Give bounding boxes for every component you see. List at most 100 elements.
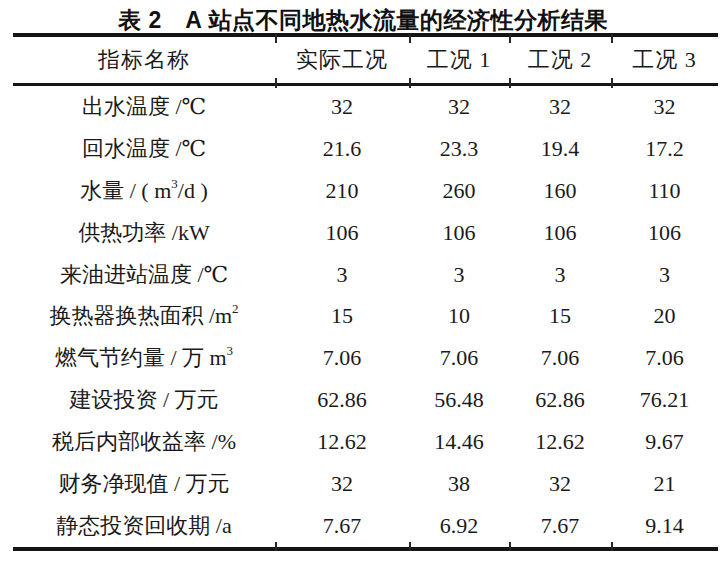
cell-case1: 260 (409, 180, 509, 202)
cell-case2: 32 (509, 96, 611, 118)
row-label-text: 供热功率 /kW (78, 222, 209, 244)
table-row: 建设投资 / 万元 62.86 56.48 62.86 76.21 (13, 379, 718, 421)
column-separator-tick (409, 78, 411, 88)
column-separator-tick (611, 78, 613, 88)
row-label: 税后内部收益率 /% (13, 431, 275, 453)
cell-actual: 12.62 (275, 431, 409, 453)
table-row: 回水温度 /℃ 21.6 23.3 19.4 17.2 (13, 128, 718, 170)
cell-actual: 21.6 (275, 138, 409, 160)
cell-case1: 23.3 (409, 138, 509, 160)
row-label: 水量 / ( m3/d ) (13, 180, 275, 202)
column-separator-tick (275, 542, 277, 551)
row-label: 燃气节约量 / 万 m3 (13, 347, 275, 369)
row-label-text: 来油进站温度 /℃ (60, 264, 228, 286)
cell-case3: 20 (611, 305, 718, 327)
table-row: 静态投资回收期 /a 7.67 6.92 7.67 9.14 (13, 505, 718, 547)
cell-case2: 19.4 (509, 138, 611, 160)
table-row: 来油进站温度 /℃ 3 3 3 3 (13, 254, 718, 296)
cell-actual: 7.06 (275, 347, 409, 369)
row-label: 回水温度 /℃ (13, 138, 275, 160)
row-label-text: 财务净现值 / 万元 (58, 473, 229, 495)
row-label-text: 换热器换热面积 /m (49, 305, 232, 327)
column-header-case1: 工况 1 (409, 49, 509, 71)
column-separator-tick (409, 34, 411, 43)
cell-case1: 3 (409, 264, 509, 286)
table-row: 供热功率 /kW 106 106 106 106 (13, 212, 718, 254)
column-header-indicator: 指标名称 (13, 49, 275, 71)
column-separator-tick (275, 34, 277, 43)
cell-case1: 6.92 (409, 515, 509, 537)
column-header-actual: 实际工况 (275, 49, 409, 71)
page: { "title": "表 2 A 站点不同地热水流量的经济性分析结果", "t… (0, 0, 726, 562)
row-label: 建设投资 / 万元 (13, 389, 275, 411)
column-separator-tick (275, 78, 277, 88)
cell-case2: 62.86 (509, 389, 611, 411)
cell-case2: 3 (509, 264, 611, 286)
cell-actual: 62.86 (275, 389, 409, 411)
column-separator-tick (509, 78, 511, 88)
cell-case1: 56.48 (409, 389, 509, 411)
row-label: 静态投资回收期 /a (13, 515, 275, 537)
cell-case2: 7.06 (509, 347, 611, 369)
cell-case3: 32 (611, 96, 718, 118)
cell-case1: 106 (409, 222, 509, 244)
cell-case2: 160 (509, 180, 611, 202)
cell-case2: 32 (509, 473, 611, 495)
row-label-text: 静态投资回收期 /a (56, 515, 231, 537)
cell-case1: 38 (409, 473, 509, 495)
cell-case3: 9.14 (611, 515, 718, 537)
cell-actual: 15 (275, 305, 409, 327)
column-separator-tick (611, 34, 613, 43)
economic-analysis-table: 指标名称 实际工况 工况 1 工况 2 工况 3 出水温度 /℃ 32 32 3… (13, 33, 718, 551)
column-header-case2: 工况 2 (509, 49, 611, 71)
cell-case3: 7.06 (611, 347, 718, 369)
table-title: 表 2 A 站点不同地热水流量的经济性分析结果 (0, 5, 726, 36)
row-label: 财务净现值 / 万元 (13, 473, 275, 495)
row-label: 换热器换热面积 /m2 (13, 305, 275, 327)
cell-case1: 32 (409, 96, 509, 118)
cell-case3: 110 (611, 180, 718, 202)
cell-case1: 7.06 (409, 347, 509, 369)
row-label-text: 燃气节约量 / 万 m (55, 347, 227, 369)
cell-case1: 10 (409, 305, 509, 327)
table-header-row: 指标名称 实际工况 工况 1 工况 2 工况 3 (13, 37, 718, 83)
row-label: 出水温度 /℃ (13, 96, 275, 118)
cell-case2: 15 (509, 305, 611, 327)
column-header-case3: 工况 3 (611, 49, 718, 71)
row-label-text: 税后内部收益率 /% (52, 431, 236, 453)
cell-case2: 7.67 (509, 515, 611, 537)
cell-case3: 106 (611, 222, 718, 244)
cell-actual: 106 (275, 222, 409, 244)
row-label-text: 出水温度 /℃ (82, 96, 206, 118)
table-row: 换热器换热面积 /m2 15 10 15 20 (13, 295, 718, 337)
cell-case3: 3 (611, 264, 718, 286)
cell-actual: 7.67 (275, 515, 409, 537)
cell-case1: 14.46 (409, 431, 509, 453)
row-label: 来油进站温度 /℃ (13, 264, 275, 286)
row-label-text: 回水温度 /℃ (82, 138, 206, 160)
table-row: 水量 / ( m3/d ) 210 260 160 110 (13, 170, 718, 212)
cell-case3: 17.2 (611, 138, 718, 160)
row-label-text: 建设投资 / 万元 (69, 389, 218, 411)
table-row: 税后内部收益率 /% 12.62 14.46 12.62 9.67 (13, 421, 718, 463)
cell-case3: 9.67 (611, 431, 718, 453)
cell-actual: 32 (275, 96, 409, 118)
cell-actual: 210 (275, 180, 409, 202)
column-separator-tick (611, 542, 613, 551)
cell-actual: 3 (275, 264, 409, 286)
table-row: 财务净现值 / 万元 32 38 32 21 (13, 463, 718, 505)
table-row: 燃气节约量 / 万 m3 7.06 7.06 7.06 7.06 (13, 337, 718, 379)
row-label: 供热功率 /kW (13, 222, 275, 244)
row-label-text-post: /d ) (178, 180, 208, 202)
cell-case3: 76.21 (611, 389, 718, 411)
table-body: 出水温度 /℃ 32 32 32 32 回水温度 /℃ 21.6 23.3 19… (13, 86, 718, 547)
cell-case3: 21 (611, 473, 718, 495)
cell-case2: 106 (509, 222, 611, 244)
column-separator-tick (409, 542, 411, 551)
cell-case2: 12.62 (509, 431, 611, 453)
column-separator-tick (509, 542, 511, 551)
row-label-text: 水量 / ( m (80, 180, 171, 202)
column-separator-tick (509, 34, 511, 43)
cell-actual: 32 (275, 473, 409, 495)
table-row: 出水温度 /℃ 32 32 32 32 (13, 86, 718, 128)
